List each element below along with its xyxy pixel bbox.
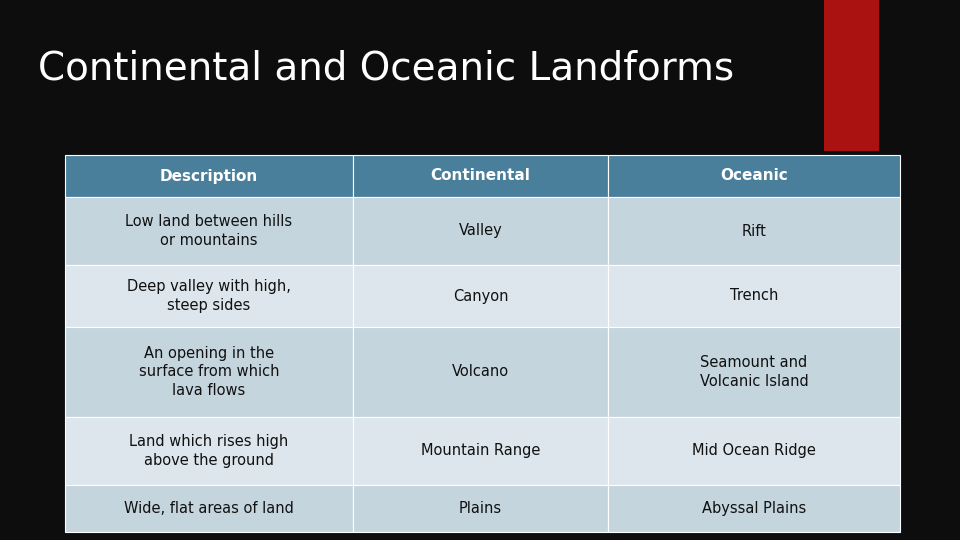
Text: Valley: Valley xyxy=(459,224,502,239)
Text: Canyon: Canyon xyxy=(453,288,508,303)
Bar xyxy=(608,197,900,265)
Text: Continental: Continental xyxy=(430,168,530,184)
Text: Land which rises high
above the ground: Land which rises high above the ground xyxy=(130,434,289,468)
Bar xyxy=(608,485,900,532)
Bar xyxy=(65,197,353,265)
Bar xyxy=(353,327,608,417)
Bar xyxy=(824,0,879,151)
Text: Rift: Rift xyxy=(741,224,766,239)
Text: Mountain Range: Mountain Range xyxy=(420,443,540,458)
Bar xyxy=(65,485,353,532)
Bar xyxy=(608,265,900,327)
Text: Mid Ocean Ridge: Mid Ocean Ridge xyxy=(692,443,816,458)
Bar xyxy=(65,417,353,485)
Text: Oceanic: Oceanic xyxy=(720,168,788,184)
Bar xyxy=(353,265,608,327)
Text: Abyssal Plains: Abyssal Plains xyxy=(702,501,806,516)
Bar xyxy=(65,155,353,197)
Bar xyxy=(353,485,608,532)
Bar xyxy=(608,417,900,485)
Bar xyxy=(353,155,608,197)
Bar xyxy=(353,417,608,485)
Bar xyxy=(65,265,353,327)
Text: Trench: Trench xyxy=(730,288,778,303)
Text: Volcano: Volcano xyxy=(452,364,509,380)
Bar xyxy=(65,327,353,417)
Text: Low land between hills
or mountains: Low land between hills or mountains xyxy=(126,214,293,248)
Bar xyxy=(353,197,608,265)
Bar xyxy=(608,327,900,417)
Text: Seamount and
Volcanic Island: Seamount and Volcanic Island xyxy=(700,355,808,389)
Text: An opening in the
surface from which
lava flows: An opening in the surface from which lav… xyxy=(139,346,279,398)
Text: Deep valley with high,
steep sides: Deep valley with high, steep sides xyxy=(127,279,291,313)
Text: Wide, flat areas of land: Wide, flat areas of land xyxy=(124,501,294,516)
Text: Continental and Oceanic Landforms: Continental and Oceanic Landforms xyxy=(38,49,734,87)
Bar xyxy=(608,155,900,197)
Text: Plains: Plains xyxy=(459,501,502,516)
Text: Description: Description xyxy=(160,168,258,184)
